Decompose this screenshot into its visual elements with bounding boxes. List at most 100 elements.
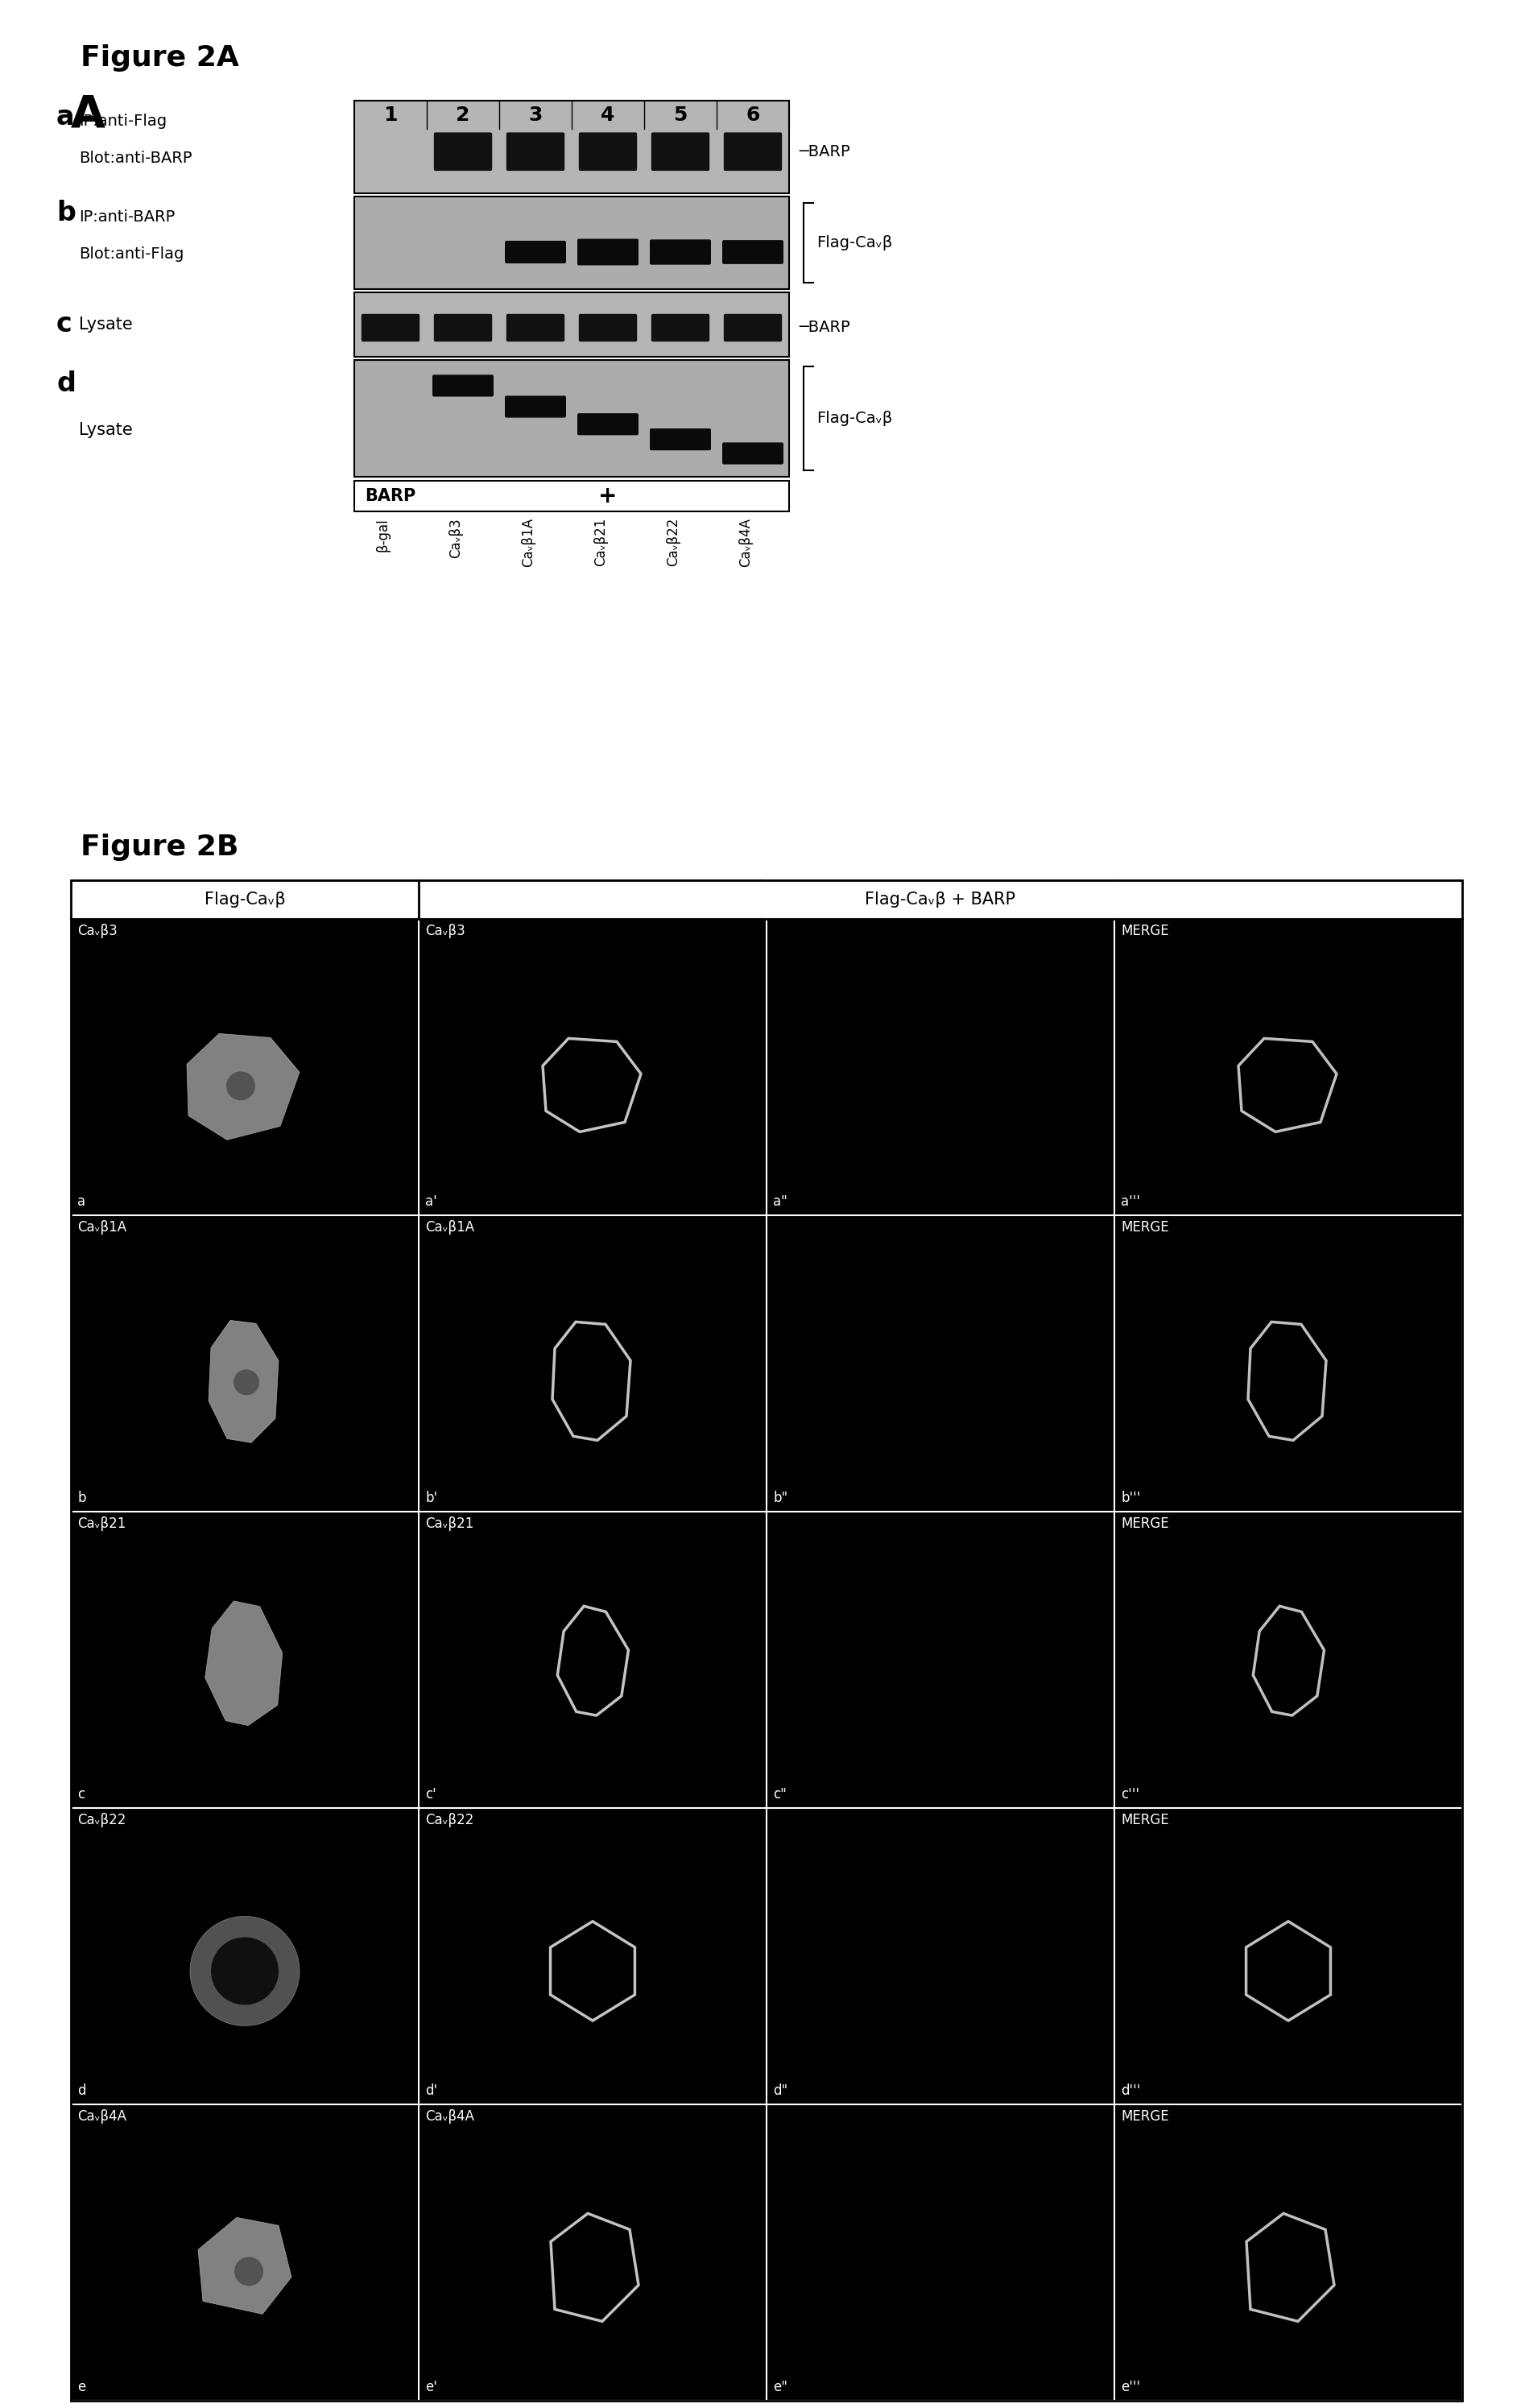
FancyBboxPatch shape	[649, 429, 710, 450]
Text: MERGE: MERGE	[1121, 1517, 1168, 1531]
Text: Caᵥβ21: Caᵥβ21	[593, 518, 607, 566]
Text: MERGE: MERGE	[1121, 1221, 1168, 1235]
Text: d': d'	[424, 2083, 437, 2097]
Text: Lysate: Lysate	[79, 421, 132, 438]
Text: d: d	[56, 371, 76, 397]
Bar	[1113, 1216, 1462, 1512]
Text: d''': d'''	[1121, 2083, 1139, 2097]
Text: Flag-Caᵥβ: Flag-Caᵥβ	[817, 412, 891, 426]
FancyBboxPatch shape	[576, 238, 639, 265]
Text: a: a	[78, 1194, 85, 1209]
Polygon shape	[205, 1601, 283, 1727]
Text: Flag-Caᵥβ: Flag-Caᵥβ	[817, 236, 891, 250]
FancyBboxPatch shape	[433, 132, 491, 171]
Text: A: A	[71, 92, 105, 137]
Bar	[767, 920, 1113, 1216]
Text: Caᵥβ1A: Caᵥβ1A	[424, 1221, 475, 1235]
Text: BARP: BARP	[365, 489, 415, 503]
Bar	[71, 1808, 418, 2105]
FancyBboxPatch shape	[506, 313, 564, 342]
Text: e": e"	[773, 2379, 786, 2394]
Text: Caᵥβ4A: Caᵥβ4A	[738, 518, 753, 566]
Text: b": b"	[773, 1491, 788, 1505]
Text: e: e	[78, 2379, 85, 2394]
Bar	[71, 920, 418, 1216]
Circle shape	[234, 2256, 263, 2285]
Text: d": d"	[773, 2083, 788, 2097]
Polygon shape	[198, 2218, 292, 2314]
Text: c': c'	[424, 1787, 437, 1801]
FancyBboxPatch shape	[505, 395, 566, 417]
Bar	[767, 1808, 1113, 2105]
Text: Caᵥβ21: Caᵥβ21	[424, 1517, 473, 1531]
Circle shape	[227, 1072, 256, 1100]
Text: Blot:anti-BARP: Blot:anti-BARP	[79, 149, 192, 166]
Bar	[354, 291, 789, 356]
Text: Caᵥβ21: Caᵥβ21	[78, 1517, 126, 1531]
Text: 2: 2	[456, 106, 470, 125]
Text: Caᵥβ22: Caᵥβ22	[424, 1813, 473, 1828]
Bar	[767, 1512, 1113, 1808]
FancyBboxPatch shape	[432, 376, 493, 397]
Text: Flag-Caᵥβ: Flag-Caᵥβ	[204, 891, 286, 908]
Text: Blot:anti-Flag: Blot:anti-Flag	[79, 246, 184, 262]
Bar	[1113, 1808, 1462, 2105]
Text: 5: 5	[672, 106, 687, 125]
Text: c": c"	[773, 1787, 786, 1801]
FancyBboxPatch shape	[576, 414, 639, 436]
Circle shape	[233, 1370, 259, 1394]
Bar	[71, 2105, 418, 2401]
FancyBboxPatch shape	[433, 313, 491, 342]
FancyBboxPatch shape	[724, 132, 782, 171]
Bar	[354, 197, 789, 289]
Text: MERGE: MERGE	[1121, 2109, 1168, 2124]
FancyBboxPatch shape	[724, 313, 782, 342]
Text: Caᵥβ4A: Caᵥβ4A	[424, 2109, 475, 2124]
Text: ─BARP: ─BARP	[799, 144, 850, 159]
Text: b': b'	[424, 1491, 437, 1505]
Text: ─BARP: ─BARP	[799, 320, 850, 335]
Bar	[418, 1216, 767, 1512]
FancyBboxPatch shape	[722, 241, 783, 265]
Bar	[71, 1512, 418, 1808]
FancyBboxPatch shape	[651, 313, 709, 342]
Bar	[71, 881, 418, 920]
FancyBboxPatch shape	[360, 313, 420, 342]
Polygon shape	[208, 1320, 278, 1442]
FancyBboxPatch shape	[649, 238, 710, 265]
Polygon shape	[187, 1033, 300, 1139]
Text: Figure 2A: Figure 2A	[81, 43, 239, 72]
Bar	[354, 482, 789, 510]
Bar	[418, 1808, 767, 2105]
Text: a: a	[56, 104, 75, 130]
Bar	[418, 1512, 767, 1808]
Text: c: c	[78, 1787, 85, 1801]
Text: Caᵥβ4A: Caᵥβ4A	[78, 2109, 126, 2124]
Text: +: +	[598, 484, 618, 508]
Bar	[418, 2105, 767, 2401]
Text: 4: 4	[601, 106, 614, 125]
FancyBboxPatch shape	[578, 132, 637, 171]
Text: Lysate: Lysate	[79, 315, 132, 332]
Bar	[1113, 2105, 1462, 2401]
Bar	[71, 1216, 418, 1512]
Bar	[71, 881, 1462, 2401]
Text: Caᵥβ1A: Caᵥβ1A	[78, 1221, 126, 1235]
Text: c: c	[56, 311, 71, 337]
Bar	[418, 920, 767, 1216]
FancyBboxPatch shape	[578, 313, 637, 342]
Bar	[354, 101, 789, 193]
Text: b''': b'''	[1121, 1491, 1139, 1505]
FancyBboxPatch shape	[651, 132, 709, 171]
Text: Caᵥβ1A: Caᵥβ1A	[520, 518, 535, 566]
Text: 3: 3	[528, 106, 541, 125]
Bar	[1113, 920, 1462, 1216]
Text: Caᵥβ3: Caᵥβ3	[424, 925, 465, 939]
Bar	[767, 1216, 1113, 1512]
FancyBboxPatch shape	[722, 443, 783, 465]
Text: c''': c'''	[1121, 1787, 1139, 1801]
Text: Flag-Caᵥβ + BARP: Flag-Caᵥβ + BARP	[865, 891, 1015, 908]
Text: b: b	[56, 200, 76, 226]
Text: e': e'	[424, 2379, 437, 2394]
Text: Figure 2B: Figure 2B	[81, 833, 239, 862]
